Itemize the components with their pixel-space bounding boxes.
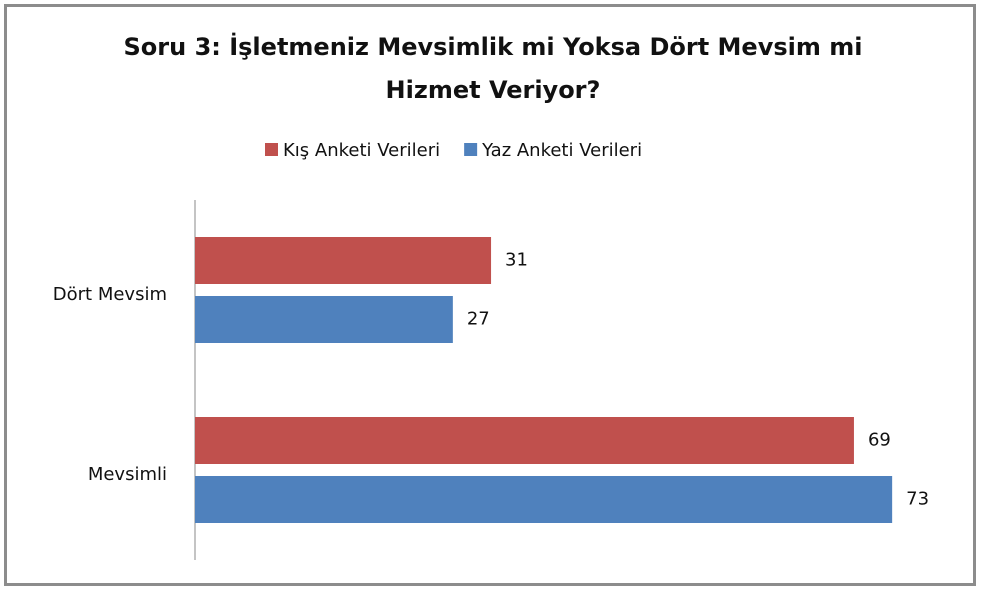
legend-label: Kış Anketi Verileri — [283, 140, 440, 161]
legend-swatch — [464, 143, 478, 156]
data-label: 27 — [467, 309, 490, 330]
legend-label: Yaz Anketi Verileri — [481, 140, 642, 161]
bar — [195, 296, 453, 343]
data-label: 69 — [868, 430, 891, 451]
data-label: 73 — [906, 489, 929, 510]
chart-title: Soru 3: İşletmeniz Mevsimlik mi Yoksa Dö… — [123, 33, 863, 104]
legend-swatch — [265, 143, 278, 156]
chart-frame — [4, 4, 976, 586]
y-tick-label: Dört Mevsim — [53, 284, 167, 305]
bar — [195, 417, 854, 464]
data-label: 31 — [505, 250, 528, 271]
bar — [195, 237, 492, 284]
y-tick-label: Mevsimli — [88, 464, 167, 485]
bar — [195, 476, 893, 523]
